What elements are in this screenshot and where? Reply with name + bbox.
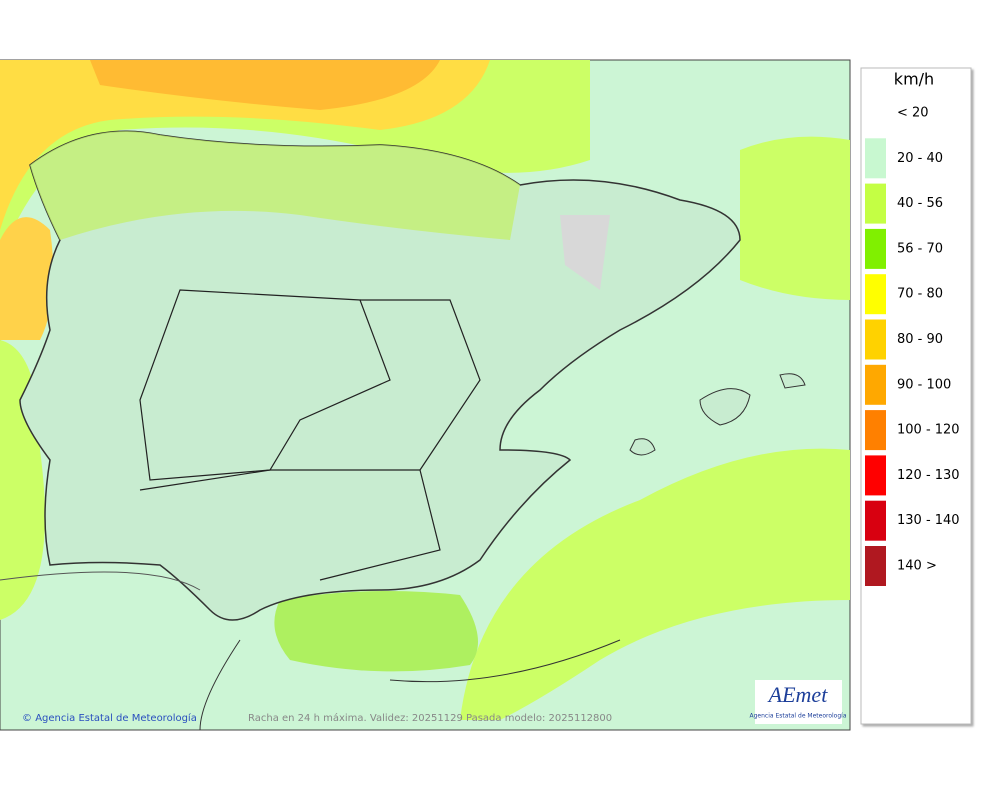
land-zone: [30, 131, 520, 240]
legend-label: 80 - 90: [897, 332, 943, 347]
legend-label: 100 - 120: [897, 423, 960, 438]
sea-zone: [740, 136, 850, 300]
legend-swatch: [865, 228, 886, 269]
legend-label: 130 - 140: [897, 513, 960, 528]
map: © Agencia Estatal de Meteorología Racha …: [0, 59, 851, 731]
sea-zone: [274, 591, 478, 672]
coastline: [0, 571, 201, 591]
logo-subtitle: Agencia Estatal de Meteorología: [750, 713, 847, 720]
legend-swatch: [865, 455, 886, 496]
island: [779, 373, 806, 389]
sea-zone: [0, 217, 54, 340]
legend-swatch: [865, 410, 886, 451]
credit: © Agencia Estatal de Meteorología: [22, 712, 197, 724]
legend: km/h < 20 20 - 40 40 - 56 56 - 70 70 - 80 80 …: [860, 67, 972, 725]
island: [699, 388, 751, 426]
legend-label: 20 - 40: [897, 151, 943, 166]
island: [629, 438, 656, 456]
legend-label: 90 - 100: [897, 377, 951, 392]
legend-label: 120 - 130: [897, 468, 960, 483]
legend-label: 140 >: [897, 559, 937, 574]
legend-swatch: [865, 500, 886, 541]
legend-label: 56 - 70: [897, 241, 943, 256]
region-border: [139, 289, 391, 481]
legend-swatch: [865, 274, 886, 315]
coastline: [199, 639, 621, 731]
legend-swatch: [865, 546, 886, 586]
caption: Racha en 24 h máxima. Validez: 20251129 …: [248, 712, 612, 724]
credit-text: Agencia Estatal de Meteorología: [35, 712, 197, 724]
legend-swatch: [865, 183, 886, 224]
legend-swatch: [865, 319, 886, 360]
legend-swatch: [865, 138, 886, 179]
legend-label: 40 - 56: [897, 196, 943, 211]
sea-zone: [460, 448, 850, 720]
legend-unit: km/h: [894, 70, 934, 89]
region-border: [270, 469, 441, 581]
sea-zone: [90, 60, 440, 110]
logo-box: [755, 680, 842, 724]
legend-swatch: [865, 364, 886, 405]
logo: AEmet: [767, 682, 829, 707]
legend-label: 70 - 80: [897, 287, 943, 302]
legend-label: < 20: [897, 106, 929, 121]
land-zone: [560, 215, 610, 290]
region-border: [139, 299, 481, 491]
